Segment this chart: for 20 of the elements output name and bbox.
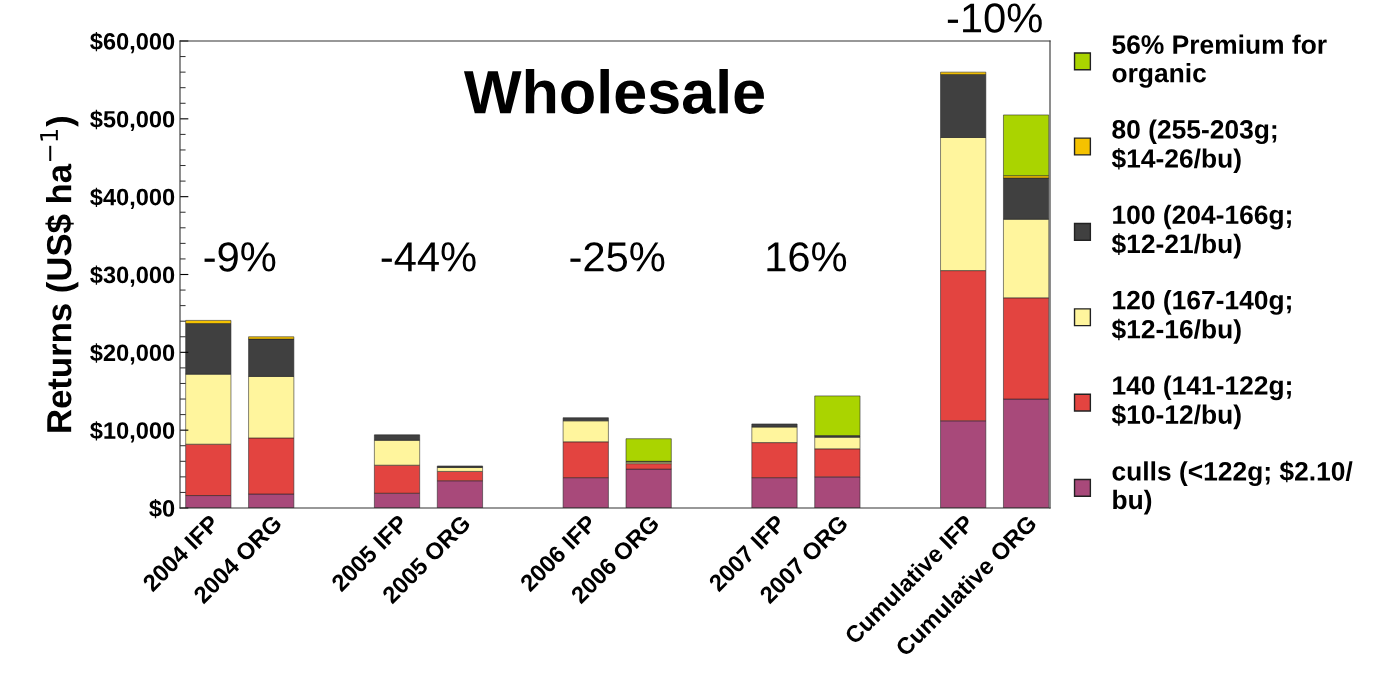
y-tick-label: $60,000 (90, 32, 175, 54)
legend-label: 56% Premium for organic (1112, 34, 1327, 88)
text: -10% (947, 3, 1042, 33)
chart-title: Wholesale (463, 69, 765, 114)
y-tick-label: $50,000 (90, 109, 175, 132)
annotation: -25% (570, 242, 665, 272)
y-tick-label: $0 (149, 499, 175, 519)
y-tick-label: $30,000 (90, 265, 175, 287)
legend-label: 80 (255-203g; $14-26/bu) (1111, 119, 1277, 174)
annotation: 16% (767, 242, 847, 272)
legend-label: 100 (204-166g; $12-21/bu) (1111, 204, 1291, 259)
legend-label: culls (<122g; $2.10/ bu) (1112, 460, 1353, 515)
legend-label: 140 (141-122g; $10-12/bu) (1111, 375, 1291, 430)
annotation: -9% (204, 242, 276, 272)
annotation: -44% (381, 242, 476, 272)
legend-label: 120 (167-140g; $12-16/bu) (1111, 290, 1291, 344)
y-axis-title: Returns (US$ ha$^{−1}$) (40, 116, 79, 432)
y-tick-label: $20,000 (90, 343, 175, 365)
y-tick-label: $40,000 (90, 187, 175, 209)
y-tick-label: $10,000 (90, 421, 175, 443)
